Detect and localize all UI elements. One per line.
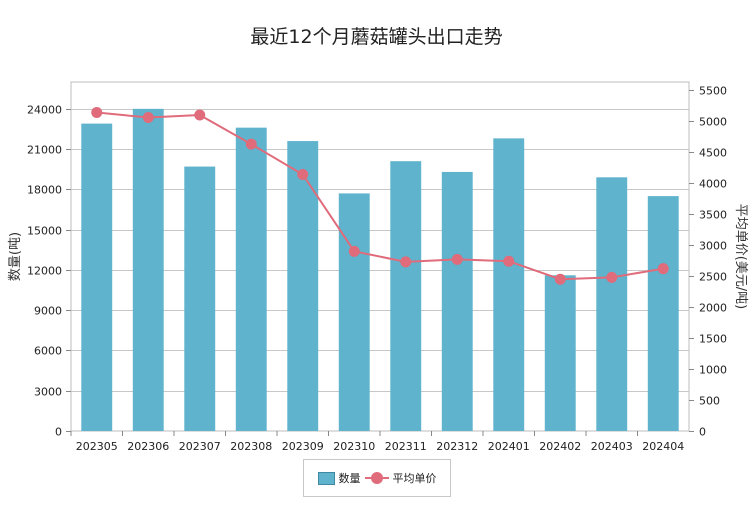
x-tick-label: 202307: [179, 440, 221, 453]
price-point: [297, 169, 309, 181]
x-tick-label: 202310: [333, 440, 375, 453]
y2-tick-label: 0: [699, 426, 706, 439]
legend-line-swatch: [364, 472, 389, 484]
bar: [441, 171, 473, 431]
y-tick-label: 0: [55, 426, 62, 439]
price-line: [96, 111, 664, 281]
x-tick-label: 202401: [488, 440, 530, 453]
y2-tick-label: 3000: [699, 240, 727, 253]
y-axis-label: 数量(吨): [8, 232, 23, 281]
x-tick-label: 202402: [539, 440, 581, 453]
x-tick-label: 202403: [591, 440, 633, 453]
y-tick-label: 21000: [27, 144, 62, 157]
y-tick-label: 18000: [27, 184, 62, 197]
y2-tick-label: 5000: [699, 116, 727, 129]
y2-tick-label: 500: [699, 395, 720, 408]
price-point: [400, 256, 412, 268]
bar: [493, 138, 525, 431]
price-point: [606, 271, 618, 283]
bar: [132, 108, 164, 431]
y2-tick-label: 2500: [699, 271, 727, 284]
y-tick-label: 3000: [34, 386, 62, 399]
bar: [596, 177, 628, 431]
y-tick-label: 6000: [34, 345, 62, 358]
x-tick-label: 202309: [282, 440, 324, 453]
legend-item-price: 平均单价: [364, 470, 437, 486]
price-point: [91, 107, 103, 119]
x-tick-label: 202305: [76, 440, 118, 453]
bar: [338, 193, 370, 431]
bar: [287, 141, 319, 432]
y2-tick-label: 4500: [699, 147, 727, 160]
price-point: [194, 109, 206, 121]
y-tick-label: 15000: [27, 225, 62, 238]
y2-tick-label: 4000: [699, 178, 727, 191]
y2-tick-label: 2000: [699, 302, 727, 315]
bar: [544, 275, 576, 431]
legend-item-quantity: 数量: [317, 470, 361, 486]
legend-label-price: 平均单价: [392, 472, 437, 485]
price-point: [142, 112, 154, 124]
x-tick-label: 202404: [642, 440, 684, 453]
bar: [81, 123, 113, 431]
bar: [647, 196, 679, 431]
price-point: [245, 138, 257, 150]
price-point: [348, 245, 360, 257]
bar: [235, 127, 267, 431]
price-point: [451, 253, 463, 265]
bar: [184, 166, 216, 432]
y2-tick-label: 1500: [699, 333, 727, 346]
y2-tick-label: 1000: [699, 364, 727, 377]
x-tick-label: 202308: [230, 440, 272, 453]
price-point: [554, 273, 566, 285]
chart-title: 最近12个月蘑菇罐头出口走势: [250, 26, 503, 48]
x-tick-label: 202311: [385, 440, 427, 453]
price-point: [657, 263, 669, 275]
y-tick-label: 12000: [27, 265, 62, 278]
y-tick-label: 9000: [34, 305, 62, 318]
legend-label-quantity: 数量: [338, 472, 361, 485]
y2-tick-label: 3500: [699, 209, 727, 222]
y2-axis-label: 平均单价(美元/吨): [733, 204, 748, 310]
y-tick-label: 24000: [27, 104, 62, 117]
x-tick-label: 202306: [127, 440, 169, 453]
legend: 数量 平均单价: [303, 459, 451, 497]
y2-tick-label: 5500: [699, 85, 727, 98]
legend-bar-swatch: [317, 471, 335, 485]
x-tick-label: 202312: [436, 440, 478, 453]
bar: [390, 161, 422, 431]
price-point: [503, 255, 515, 267]
